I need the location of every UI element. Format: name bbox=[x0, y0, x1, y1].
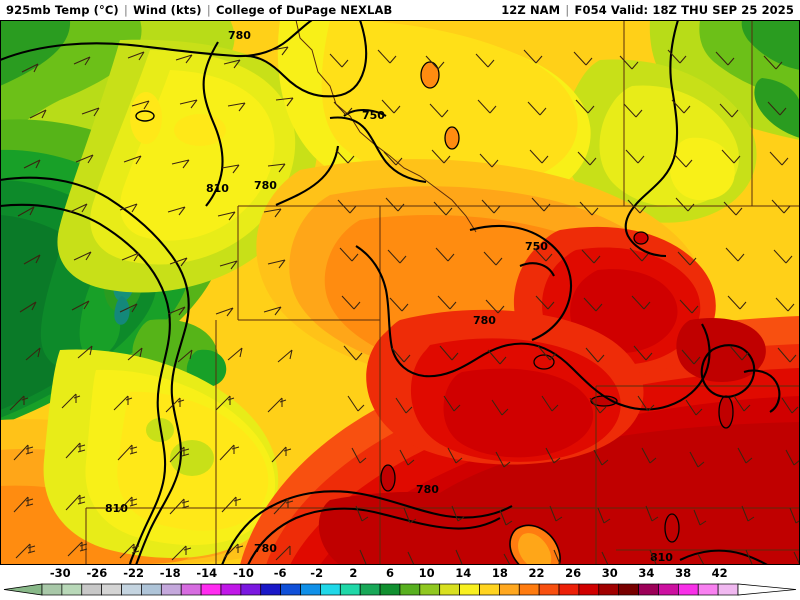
contour-label: 810 bbox=[206, 182, 229, 195]
map-canvas[interactable]: 780 750 810 780 750 780 810 780 780 810 bbox=[0, 20, 800, 565]
colorbar-swatch[interactable] bbox=[200, 583, 222, 596]
colorbar-swatch[interactable] bbox=[419, 583, 441, 596]
colorbar-swatch[interactable] bbox=[220, 583, 242, 596]
header-model-run-label: 12Z NAM bbox=[501, 3, 561, 17]
colorbar-tick-label: -26 bbox=[86, 566, 108, 580]
colorbar-over-arrow bbox=[737, 583, 797, 596]
header-separator-2: | bbox=[206, 3, 211, 17]
colorbar-swatch[interactable] bbox=[339, 583, 361, 596]
colorbar-swatch[interactable] bbox=[379, 583, 401, 596]
colorbar-swatch[interactable] bbox=[260, 583, 281, 596]
colorbar-swatch[interactable] bbox=[101, 583, 122, 596]
colorbar-swatch[interactable] bbox=[598, 583, 620, 596]
colorbar-tick-label: 42 bbox=[711, 566, 728, 580]
colorbar-swatches[interactable] bbox=[0, 583, 800, 596]
colorbar-swatch[interactable] bbox=[439, 583, 460, 596]
colorbar-swatch[interactable] bbox=[459, 583, 480, 596]
contour-label: 780 bbox=[254, 542, 277, 555]
header-bar: 925mb Temp (°C) | Wind (kts) | College o… bbox=[0, 0, 800, 20]
colorbar-swatch[interactable] bbox=[160, 583, 182, 596]
contour-label: 750 bbox=[525, 240, 548, 253]
colorbar-tick-label: -2 bbox=[310, 566, 324, 580]
contour-label: 750 bbox=[362, 109, 385, 122]
colorbar-tick-label: -6 bbox=[273, 566, 287, 580]
colorbar-swatch[interactable] bbox=[180, 583, 202, 596]
colorbar-swatch[interactable] bbox=[399, 583, 421, 596]
colorbar-tick-label: 18 bbox=[491, 566, 508, 580]
colorbar-swatch[interactable] bbox=[359, 583, 381, 596]
colorbar-tick-label: -30 bbox=[49, 566, 71, 580]
colorbar-svg bbox=[3, 583, 797, 596]
colorbar-tick-label: 26 bbox=[565, 566, 582, 580]
contour-label: 780 bbox=[228, 29, 251, 42]
colorbar-swatch[interactable] bbox=[479, 583, 500, 596]
colorbar-swatch[interactable] bbox=[240, 583, 262, 596]
temperature-shading bbox=[0, 20, 800, 565]
contour-label: 780 bbox=[473, 314, 496, 327]
wind-barb bbox=[329, 49, 795, 314]
colorbar-swatch[interactable] bbox=[300, 583, 321, 596]
colorbar-swatch[interactable] bbox=[121, 583, 142, 596]
colorbar-tick-label: 2 bbox=[349, 566, 358, 580]
header-wind-label: Wind (kts) bbox=[133, 3, 202, 17]
colorbar-tick-label: 30 bbox=[601, 566, 618, 580]
colorbar-tick-label: 34 bbox=[638, 566, 655, 580]
map-svg: 780 750 810 780 750 780 810 780 780 810 bbox=[0, 20, 800, 565]
colorbar-tick-label: 10 bbox=[418, 566, 435, 580]
wind-barb-layer bbox=[9, 46, 800, 565]
colorbar-swatch[interactable] bbox=[61, 583, 83, 596]
colorbar-swatch[interactable] bbox=[518, 583, 540, 596]
header-separator-3: | bbox=[565, 3, 570, 17]
colorbar-tick-label: 38 bbox=[675, 566, 692, 580]
colorbar-swatch[interactable] bbox=[320, 583, 341, 596]
colorbar-swatch[interactable] bbox=[697, 583, 719, 596]
colorbar-tick-label: -14 bbox=[196, 566, 218, 580]
colorbar-tick-label: 22 bbox=[528, 566, 545, 580]
contour-label: 810 bbox=[650, 551, 673, 564]
header-right-group: 12Z NAM | F054 Valid: 18Z THU SEP 25 202… bbox=[501, 3, 794, 17]
colorbar-swatch[interactable] bbox=[717, 583, 739, 596]
colorbar-tick-label: -22 bbox=[123, 566, 144, 580]
colorbar-swatch[interactable] bbox=[280, 583, 301, 596]
header-valid-time-label: F054 Valid: 18Z THU SEP 25 2025 bbox=[574, 3, 794, 17]
colorbar-tick-labels: -30 -26 -22 -18 -14 -10 -6 -2 2 6 10 14 18 22 26 30 34 38… bbox=[0, 565, 800, 581]
colorbar-swatch[interactable] bbox=[558, 583, 580, 596]
contour-label-group: 780 750 810 780 750 780 810 780 780 810 bbox=[105, 29, 673, 564]
colorbar-swatch[interactable] bbox=[499, 583, 520, 596]
colorbar-swatch[interactable] bbox=[658, 583, 679, 596]
colorbar-swatch[interactable] bbox=[578, 583, 600, 596]
wind-barb bbox=[17, 46, 294, 317]
header-product-label: 925mb Temp (°C) bbox=[6, 3, 119, 17]
header-separator-1: | bbox=[123, 3, 129, 17]
colorbar-swatch[interactable] bbox=[81, 583, 103, 596]
colorbar-swatch[interactable] bbox=[141, 583, 162, 596]
contour-label: 780 bbox=[254, 179, 277, 192]
colorbar-tick-label: -18 bbox=[159, 566, 181, 580]
contour-label: 780 bbox=[416, 483, 439, 496]
colorbar[interactable]: -30 -26 -22 -18 -14 -10 -6 -2 2 6 10 14 18 22 26 30 34 38… bbox=[0, 565, 800, 600]
colorbar-tick-label: 6 bbox=[385, 566, 395, 580]
header-source-label: College of DuPage NEXLAB bbox=[215, 3, 393, 17]
colorbar-tick-label: 14 bbox=[455, 566, 472, 580]
header-left-group: 925mb Temp (°C) | Wind (kts) | College o… bbox=[6, 3, 392, 17]
political-borders bbox=[85, 20, 800, 565]
colorbar-swatch[interactable] bbox=[41, 583, 63, 596]
colorbar-swatch[interactable] bbox=[618, 583, 639, 596]
colorbar-swatch[interactable] bbox=[677, 583, 699, 596]
colorbar-swatch[interactable] bbox=[638, 583, 659, 596]
height-contours bbox=[0, 20, 781, 565]
wind-barb bbox=[9, 345, 800, 565]
contour-label: 810 bbox=[105, 502, 128, 515]
colorbar-tick-label: -10 bbox=[233, 566, 254, 580]
colorbar-swatch[interactable] bbox=[538, 583, 560, 596]
colorbar-under-arrow bbox=[3, 583, 43, 596]
